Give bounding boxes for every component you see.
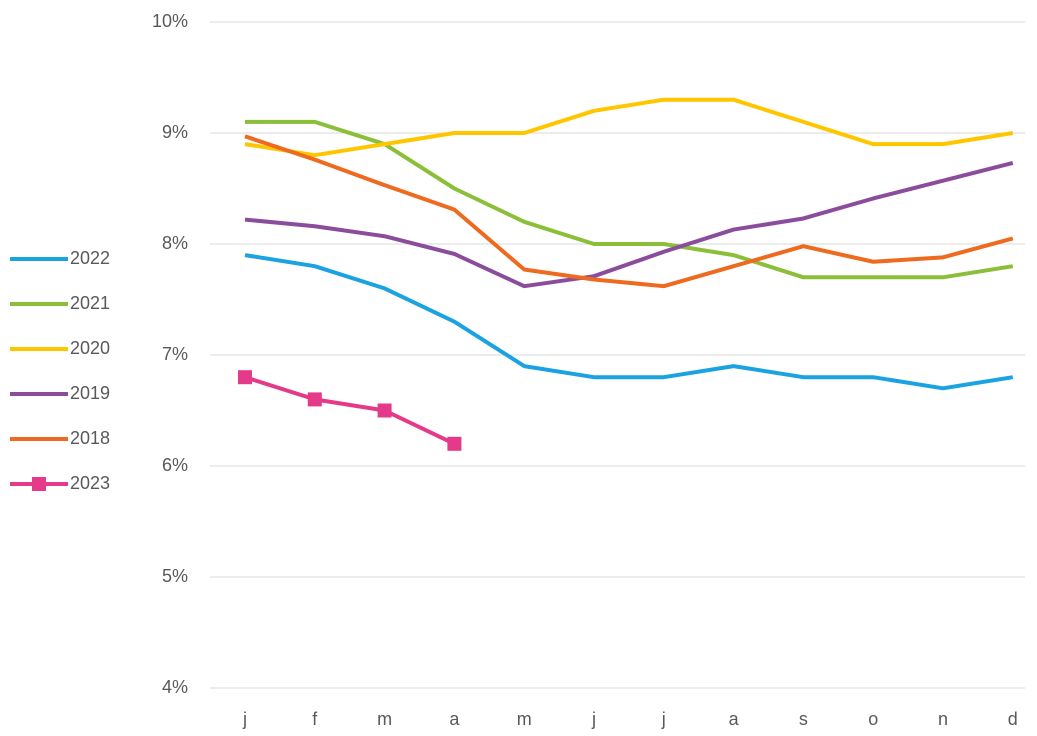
- marker: [447, 436, 462, 451]
- y-tick-label: 6%: [162, 455, 188, 475]
- y-tick-label: 4%: [162, 677, 188, 697]
- y-tick-label: 9%: [162, 122, 188, 142]
- marker: [307, 392, 322, 407]
- x-tick-label: s: [799, 709, 808, 729]
- x-tick-label: j: [591, 709, 596, 729]
- x-tick-label: n: [938, 709, 948, 729]
- legend-label: 2023: [70, 473, 110, 493]
- legend-label: 2020: [70, 338, 110, 358]
- x-tick-label: f: [312, 709, 318, 729]
- x-tick-label: m: [377, 709, 392, 729]
- x-tick-label: j: [661, 709, 666, 729]
- series-line: [244, 253, 1014, 391]
- series-line: [244, 134, 1014, 289]
- x-tick-label: o: [868, 709, 878, 729]
- legend-label: 2019: [70, 383, 110, 403]
- series-line: [245, 119, 1014, 280]
- legend-label: 2018: [70, 428, 110, 448]
- legend-marker: [32, 477, 46, 491]
- x-tick-label: m: [517, 709, 532, 729]
- y-tick-label: 10%: [152, 11, 188, 31]
- legend-label: 2022: [70, 248, 110, 268]
- x-tick-label: d: [1008, 709, 1018, 729]
- series-line: [244, 97, 1014, 158]
- y-tick-label: 8%: [162, 233, 188, 253]
- y-tick-label: 5%: [162, 566, 188, 586]
- marker: [238, 370, 252, 385]
- marker: [377, 403, 392, 418]
- legend-label: 2021: [70, 293, 110, 313]
- x-tick-label: a: [729, 709, 740, 729]
- series-line: [244, 161, 1014, 289]
- x-tick-label: a: [449, 709, 460, 729]
- y-tick-label: 7%: [162, 344, 188, 364]
- series-line: [244, 375, 456, 446]
- x-tick-label: j: [242, 709, 247, 729]
